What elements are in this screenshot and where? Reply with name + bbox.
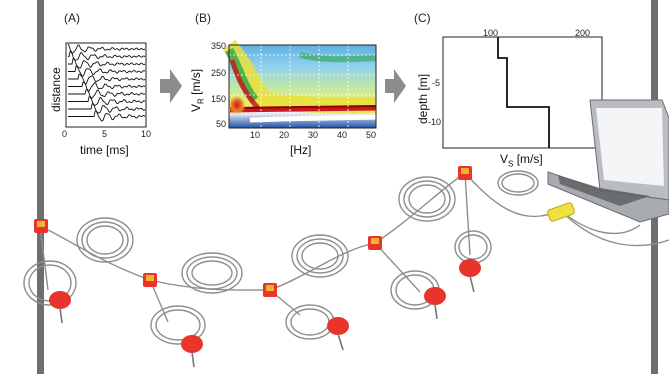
panel-b-xtick-20: 20 bbox=[279, 130, 290, 140]
seismic-trace bbox=[68, 81, 146, 92]
frame-right-bar bbox=[651, 0, 658, 374]
seismic-trace bbox=[68, 65, 146, 77]
panel-a-xtick-0: 0 bbox=[62, 129, 68, 139]
panel-b-xlabel: [Hz] bbox=[290, 143, 312, 157]
panel-c-xlabel: VS [m/s] bbox=[500, 152, 543, 168]
panel-a-xtick-5: 5 bbox=[102, 129, 108, 139]
panel-c-xtick-100: 100 bbox=[483, 28, 499, 38]
panel-a-xtick-10: 10 bbox=[141, 129, 152, 139]
panel-b-xtick-50: 50 bbox=[366, 130, 377, 140]
panel-c-label: (C) bbox=[414, 11, 431, 25]
array-geophones bbox=[49, 259, 481, 368]
panel-c-xlabel-unit: [m/s] bbox=[516, 152, 543, 166]
seismic-trace bbox=[68, 57, 146, 69]
seismic-trace bbox=[68, 50, 146, 61]
panel-c-ytick-5: -5 bbox=[432, 78, 441, 88]
panel-c-xlabel-sub: S bbox=[508, 159, 514, 169]
panel-c-frame bbox=[442, 36, 603, 149]
seismic-trace bbox=[68, 110, 146, 122]
panel-a-traces bbox=[67, 43, 146, 122]
panel-b-ylabel-unit: [m/s] bbox=[189, 68, 203, 95]
panel-c-ytick-10: -10 bbox=[428, 117, 442, 127]
panel-b-ylabel-main: V bbox=[189, 103, 203, 112]
panel-a-label: (A) bbox=[64, 11, 80, 25]
panel-b-ylabel: VR [m/s] bbox=[189, 69, 205, 112]
panel-c-vs-profile bbox=[497, 37, 550, 148]
panel-a-frame bbox=[65, 42, 147, 128]
panel-b-xtick-40: 40 bbox=[337, 130, 348, 140]
panel-b-ylabel-sub: R bbox=[196, 98, 206, 104]
panel-b-ytick-350: 350 bbox=[211, 41, 227, 51]
panel-c-ylabel: depth [m] bbox=[416, 73, 430, 124]
panel-b-xtick-30: 30 bbox=[308, 130, 319, 140]
array-cables bbox=[23, 170, 669, 345]
panel-a-xlabel: time [ms] bbox=[80, 143, 129, 157]
panel-b-ytick-250: 250 bbox=[211, 68, 227, 78]
panel-b-plot-bg bbox=[229, 45, 376, 128]
panel-b-label: (B) bbox=[195, 11, 211, 25]
panel-b-ytick-150: 150 bbox=[211, 94, 227, 104]
panel-b-ytick-50: 50 bbox=[216, 119, 227, 129]
panel-a-ylabel: distance bbox=[49, 67, 63, 112]
frame-left-bar bbox=[37, 0, 44, 374]
seismic-trace bbox=[68, 95, 146, 106]
seismic-trace bbox=[68, 73, 146, 85]
array-takeouts bbox=[34, 166, 472, 297]
panel-c-xtick-200: 200 bbox=[575, 28, 591, 38]
seismic-trace bbox=[67, 43, 146, 55]
seismic-trace bbox=[68, 102, 146, 114]
laptop-keyboard bbox=[558, 175, 650, 206]
panel-b-frame bbox=[228, 44, 377, 129]
seismic-trace bbox=[68, 88, 146, 100]
panel-c-xlabel-main: V bbox=[500, 152, 509, 166]
panel-b-xtick-10: 10 bbox=[250, 130, 261, 140]
usb-adapter bbox=[547, 202, 575, 222]
